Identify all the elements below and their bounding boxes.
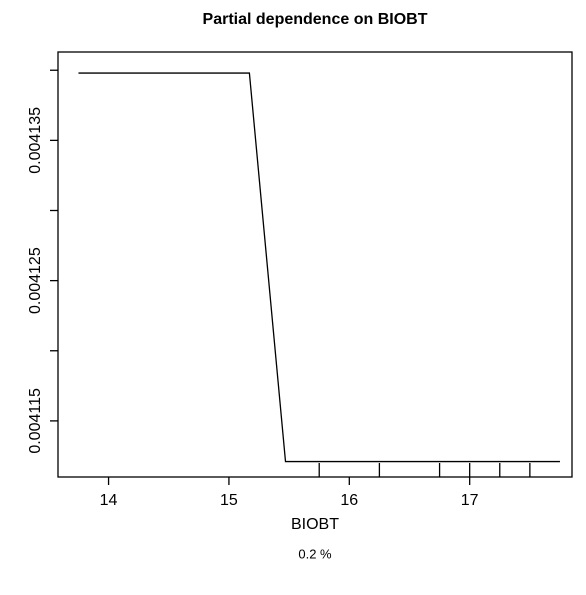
subtitle: 0.2 %	[298, 546, 332, 561]
x-tick-label: 14	[100, 492, 118, 509]
x-tick-label: 16	[340, 492, 358, 509]
x-tick-label: 15	[220, 492, 238, 509]
data-line	[78, 72, 560, 463]
y-tick-label: 0.004115	[27, 388, 44, 454]
x-axis-label: BIOBT	[291, 516, 339, 533]
chart-title: Partial dependence on BIOBT	[203, 11, 428, 28]
y-tick-label: 0.004135	[27, 107, 44, 174]
x-tick-label: 17	[461, 492, 479, 509]
y-tick-label: 0.004125	[27, 247, 44, 314]
plot-frame	[57, 51, 573, 478]
